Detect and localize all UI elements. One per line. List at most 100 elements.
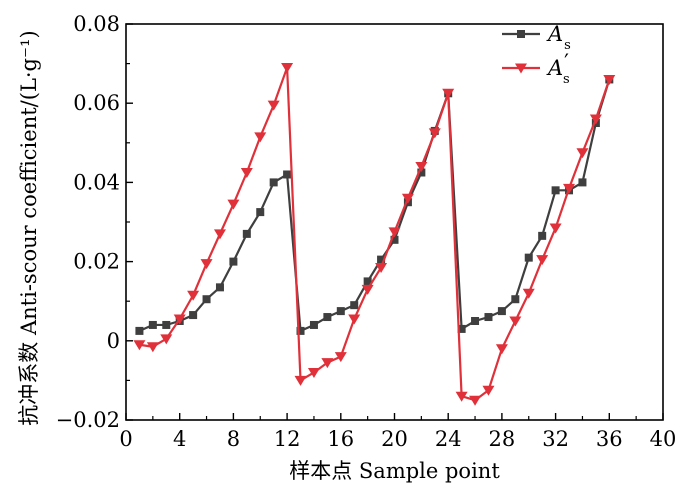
series-line (138, 79, 611, 332)
x-tick-label: 16 (327, 427, 354, 451)
x-tick-label: 40 (650, 427, 677, 451)
data-point (309, 320, 318, 329)
data-point (563, 183, 576, 194)
y-tick-label: 0.02 (73, 250, 120, 274)
x-tick-label: 0 (119, 427, 132, 451)
axis-ticks: 0 4 8 12 16 20 24 28 32 36 40−0.0200.020.040.060.0… (56, 12, 677, 451)
x-axis-label: 样本点 Sample point (289, 459, 500, 483)
x-tick-label: 32 (542, 427, 569, 451)
data-point (148, 320, 157, 329)
data-point (377, 255, 386, 264)
x-tick-label: 4 (173, 427, 186, 451)
series-layer (133, 63, 616, 406)
data-point (348, 314, 361, 325)
legend-label: As (546, 22, 571, 53)
data-point (173, 314, 186, 325)
data-point (200, 259, 213, 270)
data-point (551, 186, 560, 195)
data-point (269, 178, 278, 187)
data-point (589, 114, 602, 125)
legend-entry: A′ s (502, 50, 570, 87)
legend-marker (515, 63, 527, 74)
data-point (363, 277, 372, 286)
data-point (307, 367, 320, 378)
data-point (388, 227, 401, 238)
data-point (242, 229, 251, 238)
data-point (296, 326, 305, 335)
legend-marker (517, 30, 525, 38)
data-point (229, 257, 238, 266)
plot-border (125, 23, 664, 421)
data-point (350, 301, 359, 310)
data-point (189, 311, 198, 320)
data-point (417, 168, 426, 177)
data-point (256, 208, 265, 217)
data-point (576, 148, 589, 159)
data-point (215, 283, 224, 292)
data-point (524, 253, 533, 262)
data-point (294, 375, 307, 386)
data-point (401, 193, 414, 204)
data-point (334, 352, 347, 363)
data-point (469, 395, 482, 406)
data-point (281, 63, 294, 74)
x-tick-label: 28 (489, 427, 516, 451)
x-tick-label: 12 (274, 427, 301, 451)
data-point (497, 307, 506, 316)
data-point (549, 223, 562, 234)
data-point (390, 235, 399, 244)
data-point (415, 162, 428, 173)
y-axis-label: 抗冲系数 Anti-scour coefficient/(L·g⁻¹) (17, 30, 41, 425)
data-point (511, 295, 520, 304)
data-point (578, 178, 587, 187)
data-point (375, 263, 388, 274)
data-point (522, 288, 535, 299)
series-as (135, 75, 614, 335)
data-point (227, 199, 240, 210)
plot-frame (125, 23, 664, 421)
series-line (139, 66, 611, 402)
data-point (603, 74, 616, 85)
data-point (482, 385, 495, 396)
y-tick-label: 0.04 (73, 170, 120, 194)
y-tick-label: 0.06 (73, 91, 120, 115)
data-point (323, 313, 332, 322)
data-point (160, 334, 173, 345)
data-point (321, 358, 334, 369)
data-point (495, 344, 508, 355)
data-point (361, 284, 374, 295)
legend-entry: As (502, 22, 571, 53)
data-point (509, 316, 522, 327)
data-point (213, 229, 226, 240)
legend-label: A′ s (546, 50, 570, 87)
y-tick-label: 0 (107, 329, 120, 353)
x-tick-label: 20 (381, 427, 408, 451)
data-point (202, 295, 211, 304)
data-point (146, 342, 159, 353)
x-tick-label: 8 (227, 427, 240, 451)
data-point (484, 313, 493, 322)
series-as-prime (133, 63, 616, 406)
data-point (240, 168, 253, 178)
data-point (336, 307, 345, 316)
data-point (187, 290, 200, 301)
data-point (442, 88, 455, 99)
data-point (283, 170, 292, 179)
y-tick-label: 0.08 (73, 12, 120, 36)
data-point (538, 231, 547, 240)
data-point (536, 255, 549, 266)
data-point (135, 326, 144, 335)
data-point (254, 132, 267, 143)
x-tick-label: 24 (435, 427, 462, 451)
data-point (428, 128, 441, 139)
data-point (267, 100, 280, 111)
legend: AsA′ s (502, 22, 571, 87)
data-point (457, 324, 466, 333)
y-tick-label: −0.02 (56, 408, 120, 432)
data-point (471, 317, 480, 325)
data-point (133, 340, 146, 351)
x-tick-label: 36 (596, 427, 623, 451)
data-point (162, 320, 171, 329)
data-point (455, 391, 468, 402)
